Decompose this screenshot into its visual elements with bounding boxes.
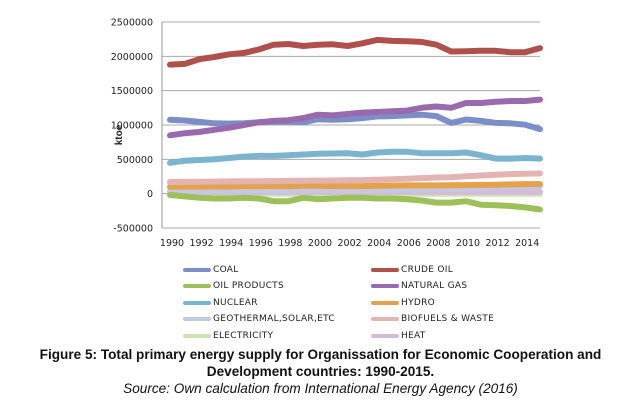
legend-label: NATURAL GAS bbox=[401, 281, 468, 292]
y-axis-label: ktoe bbox=[114, 124, 125, 145]
x-tick-label: 1994 bbox=[219, 238, 243, 249]
series-line-natural-gas bbox=[167, 96, 543, 139]
figure-caption: Figure 5: Total primary energy supply fo… bbox=[0, 346, 641, 380]
legend-swatch bbox=[371, 268, 399, 272]
legend-label: HYDRO bbox=[401, 297, 436, 308]
x-tick-label: 2004 bbox=[367, 238, 391, 249]
x-tick-label: 1996 bbox=[249, 238, 273, 249]
legend-swatch bbox=[183, 284, 211, 289]
caption-title-line-1: Figure 5: Total primary energy supply fo… bbox=[39, 347, 602, 362]
legend-label: ELECTRICITY bbox=[213, 330, 274, 341]
legend-label: CRUDE OIL bbox=[401, 265, 454, 275]
legend-label: COAL bbox=[213, 265, 239, 275]
legend-label: NUCLEAR bbox=[213, 297, 258, 308]
legend-item: HYDRO bbox=[371, 295, 435, 311]
series-line-coal bbox=[167, 111, 543, 133]
caption-source: Source: Own calculation from Internation… bbox=[123, 381, 518, 396]
x-tick-label: 2002 bbox=[338, 238, 362, 249]
legend-item: BIOFUELS & WASTE bbox=[371, 311, 494, 327]
y-axis-ticks: 2500000 2000000 1500000 1000000 500000 0 -5000… bbox=[111, 18, 153, 235]
y-tick-label: 1000000 bbox=[111, 121, 153, 132]
x-tick-label: 2000 bbox=[308, 238, 332, 249]
x-tick-label: 2006 bbox=[397, 238, 421, 249]
x-axis-ticks: 1990 1992 1994 1996 1998 2000 2002 2004 2006 2008… bbox=[160, 238, 539, 249]
y-tick-label: 1500000 bbox=[111, 86, 153, 97]
y-tick-label: 2000000 bbox=[111, 52, 153, 63]
x-tick-label: 2008 bbox=[426, 238, 450, 249]
series-lines bbox=[167, 36, 543, 213]
legend-item: NATURAL GAS bbox=[371, 278, 467, 294]
legend-swatch bbox=[371, 317, 399, 322]
series-line-oil-products bbox=[167, 192, 543, 213]
legend-item: CRUDE OIL bbox=[371, 262, 453, 278]
legend-swatch bbox=[371, 300, 399, 305]
legend-label: BIOFUELS & WASTE bbox=[401, 314, 495, 325]
y-tick-label: -500000 bbox=[113, 224, 153, 235]
legend-swatch bbox=[183, 317, 211, 322]
x-tick-label: 2010 bbox=[456, 238, 480, 249]
x-tick-label: 1990 bbox=[160, 238, 184, 249]
legend-label: GEOTHERMAL,SOLAR,ETC bbox=[213, 314, 335, 325]
y-tick-label: 0 bbox=[147, 189, 153, 200]
series-line-crude-oil bbox=[167, 36, 543, 68]
x-tick-label: 2014 bbox=[515, 238, 539, 249]
x-tick-label: 1992 bbox=[190, 238, 214, 249]
y-tick-label: 2500000 bbox=[111, 18, 153, 29]
legend-swatch bbox=[183, 333, 211, 338]
series-line-biofuels-waste bbox=[167, 170, 543, 185]
legend-item: NUCLEAR bbox=[183, 295, 258, 311]
series-line-geothermal-solar-etc bbox=[167, 183, 543, 194]
x-tick-label: 1998 bbox=[278, 238, 302, 249]
legend-item: OIL PRODUCTS bbox=[183, 278, 284, 294]
y-tick-label: 500000 bbox=[117, 155, 153, 166]
legend-label: OIL PRODUCTS bbox=[213, 281, 284, 292]
legend-item: ELECTRICITY bbox=[183, 328, 273, 344]
legend-swatch bbox=[371, 284, 399, 289]
line-chart: 2500000 2000000 1500000 1000000 500000 0 -5000… bbox=[111, 18, 543, 249]
legend-swatch bbox=[183, 268, 211, 272]
legend-swatch bbox=[371, 333, 399, 338]
legend-swatch bbox=[183, 300, 211, 305]
legend-item: COAL bbox=[183, 262, 239, 278]
x-tick-label: 2012 bbox=[486, 238, 510, 249]
series-line-hydro bbox=[167, 181, 543, 190]
legend-label: HEAT bbox=[401, 330, 426, 341]
caption-title-line-2: Development countries: 1990-2015. bbox=[206, 364, 435, 379]
legend-item: GEOTHERMAL,SOLAR,ETC bbox=[183, 311, 335, 327]
series-line-nuclear bbox=[167, 148, 543, 166]
legend-item: HEAT bbox=[371, 328, 426, 344]
